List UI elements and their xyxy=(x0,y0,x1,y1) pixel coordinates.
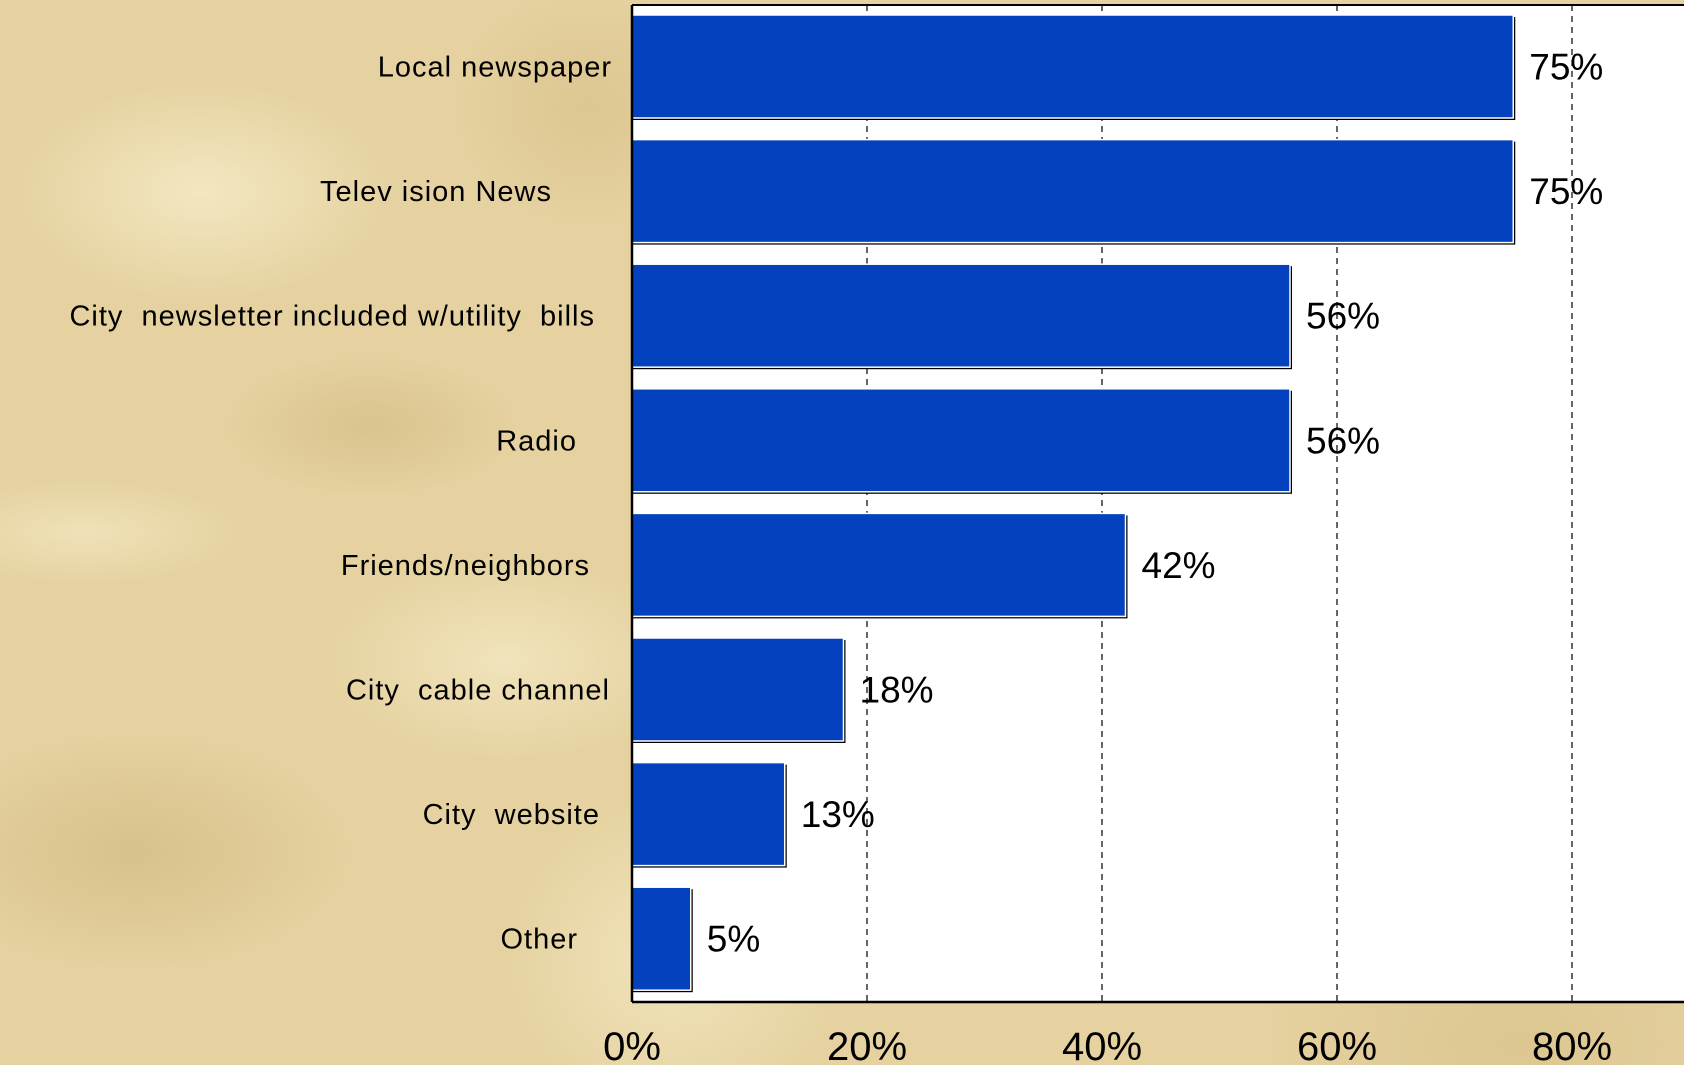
category-label: Other xyxy=(500,924,578,956)
category-label: City newsletter included w/utility bills xyxy=(69,301,595,333)
bar-2 xyxy=(631,263,1291,368)
bar-6 xyxy=(631,761,786,867)
x-tick-label: 0% xyxy=(603,1025,661,1065)
value-label: 75% xyxy=(1529,171,1603,212)
value-label: 56% xyxy=(1306,420,1380,461)
bar-1 xyxy=(631,138,1514,244)
bar-5 xyxy=(631,637,845,742)
bars xyxy=(631,14,1516,993)
value-label: 13% xyxy=(801,794,875,835)
bar-3 xyxy=(631,388,1291,493)
x-tick-label: 40% xyxy=(1062,1025,1142,1065)
category-label: Local newspaper xyxy=(378,52,612,84)
labels: 75% Local newspaper 75% Telev ision News 56%… xyxy=(69,47,1612,1065)
bar-0 xyxy=(631,14,1514,119)
x-tick-label: 20% xyxy=(827,1025,907,1065)
axes xyxy=(630,4,1684,1004)
category-label: City cable channel xyxy=(346,675,610,707)
bar-4 xyxy=(631,512,1127,618)
category-label: Telev ision News xyxy=(320,176,552,208)
value-label: 18% xyxy=(860,670,934,711)
value-label: 75% xyxy=(1529,47,1603,88)
value-label: 56% xyxy=(1306,296,1380,337)
x-tick-label: 60% xyxy=(1297,1025,1377,1065)
value-label: 5% xyxy=(707,919,760,960)
x-tick-label: 80% xyxy=(1532,1025,1612,1065)
category-label: Friends/neighbors xyxy=(341,550,590,582)
value-label: 42% xyxy=(1142,545,1216,586)
category-label: Radio xyxy=(496,425,577,457)
bar-7 xyxy=(631,886,692,991)
category-label: City website xyxy=(423,799,600,831)
